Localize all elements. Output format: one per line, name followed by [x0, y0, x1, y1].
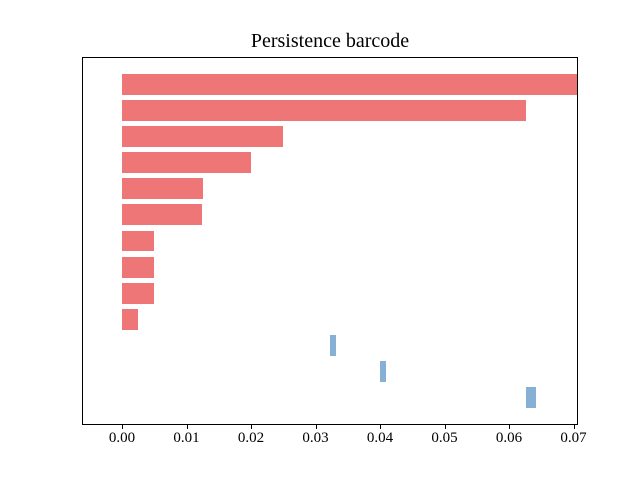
x-tick-mark [444, 425, 446, 429]
x-tick-mark [122, 425, 123, 429]
barcode-bar-dim0 [122, 178, 203, 200]
barcode-bar-dim0 [122, 256, 155, 278]
barcode-bar-dim0 [122, 99, 526, 121]
plot-area [82, 57, 578, 425]
chart-title: Persistence barcode [250, 30, 410, 52]
x-tick-label: 0.06 [495, 430, 523, 446]
x-tick-mark [315, 425, 317, 429]
x-tick-label: 0.02 [237, 430, 265, 446]
x-tick-mark [186, 425, 188, 429]
barcode-bar-dim1 [525, 387, 537, 409]
barcode-bar-dim0 [122, 309, 139, 330]
x-tick-label: 0.01 [173, 430, 200, 446]
x-tick-mark [509, 425, 510, 429]
x-tick-label: 0.04 [366, 430, 394, 446]
x-tick-label: 0.03 [302, 430, 329, 446]
barcode-bar-dim0 [122, 204, 202, 226]
barcode-bar-dim0 [122, 152, 251, 173]
barcode-bar-dim1 [380, 361, 386, 383]
barcode-bar-dim0 [122, 282, 155, 304]
barcode-bar-dim0 [122, 73, 578, 95]
barcode-bar-dim0 [122, 230, 155, 252]
x-tick-label: 0.05 [431, 430, 458, 446]
x-tick-mark [573, 425, 575, 429]
barcode-bar-dim1 [329, 335, 337, 356]
x-tick-mark [380, 425, 381, 429]
x-tick-label: 0.00 [108, 430, 136, 446]
x-tick-mark [251, 425, 252, 429]
barcode-bar-dim0 [122, 126, 284, 147]
x-tick-label: 0.07 [560, 430, 587, 446]
